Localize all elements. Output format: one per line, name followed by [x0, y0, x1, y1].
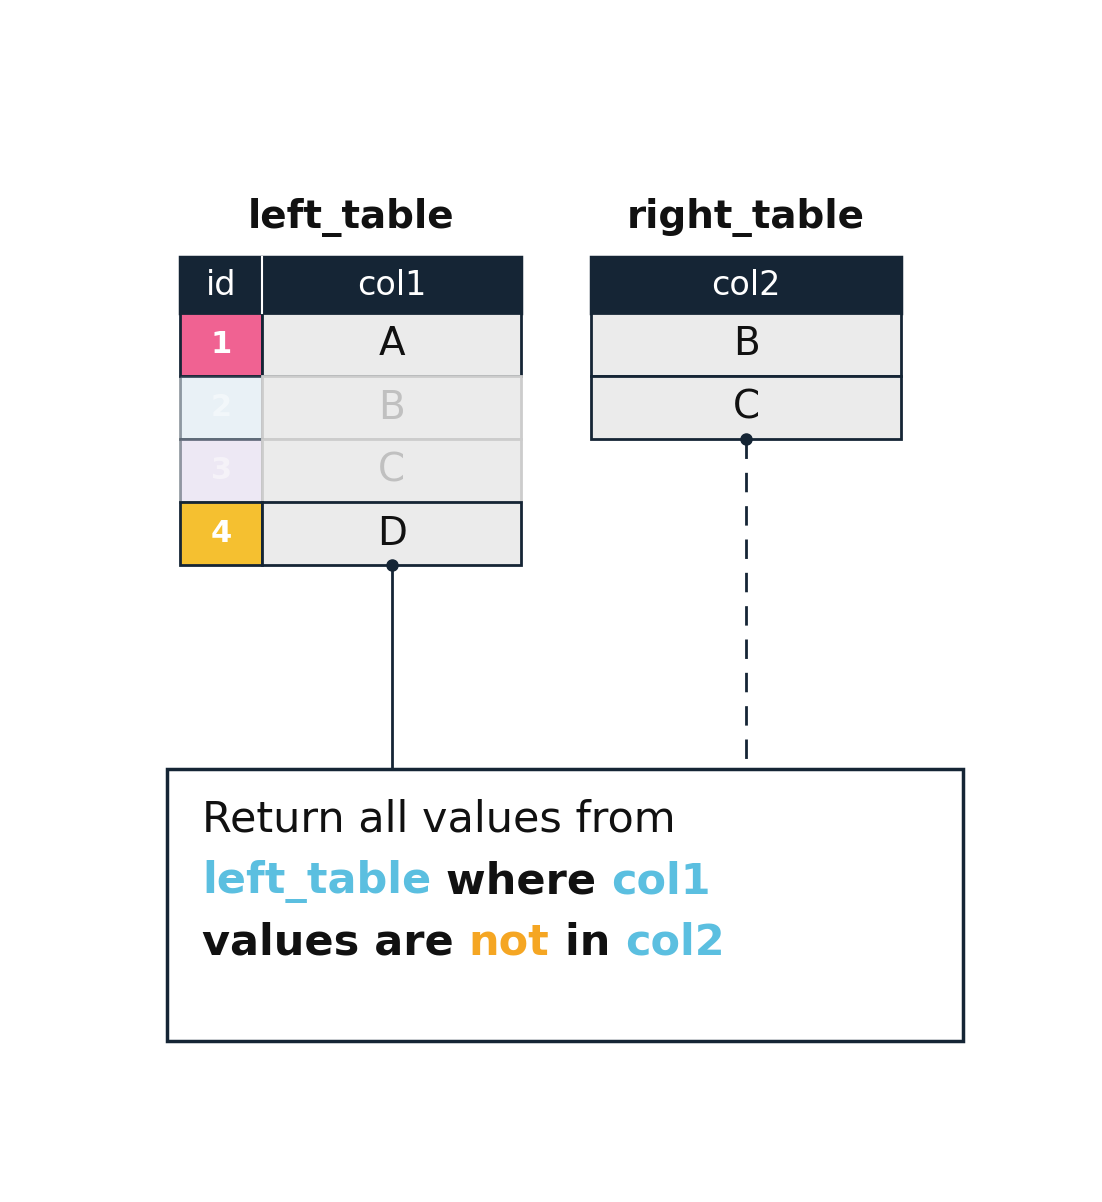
Text: C: C — [378, 452, 406, 489]
Bar — [168, 769, 963, 1041]
Text: 4: 4 — [210, 519, 231, 548]
Text: 2: 2 — [210, 393, 231, 422]
Text: A: A — [378, 326, 404, 363]
Bar — [181, 502, 262, 565]
Bar — [591, 257, 901, 313]
Text: right_table: right_table — [627, 198, 865, 237]
Bar — [262, 502, 521, 565]
Bar — [591, 313, 901, 376]
Text: B: B — [733, 326, 759, 363]
Bar — [181, 257, 521, 313]
Text: in: in — [550, 922, 625, 964]
Bar — [262, 439, 521, 502]
Text: B: B — [378, 388, 404, 427]
Text: not: not — [468, 922, 550, 964]
Text: values are: values are — [202, 922, 468, 964]
Text: col2: col2 — [712, 269, 781, 302]
Bar — [181, 376, 262, 439]
Text: Return all values from: Return all values from — [202, 798, 676, 840]
Text: col2: col2 — [625, 922, 725, 964]
Bar — [591, 376, 901, 439]
Text: D: D — [377, 514, 407, 553]
Text: col1: col1 — [612, 861, 711, 903]
Text: left_table: left_table — [248, 198, 454, 237]
Text: 3: 3 — [210, 457, 231, 486]
Text: where: where — [431, 861, 612, 903]
Text: 1: 1 — [210, 329, 231, 359]
Text: col1: col1 — [357, 269, 426, 302]
Bar — [262, 313, 521, 376]
Text: id: id — [206, 269, 236, 302]
Text: left_table: left_table — [202, 859, 431, 903]
Text: C: C — [733, 388, 759, 427]
Bar — [181, 313, 262, 376]
Bar — [262, 376, 521, 439]
Bar — [181, 439, 262, 502]
